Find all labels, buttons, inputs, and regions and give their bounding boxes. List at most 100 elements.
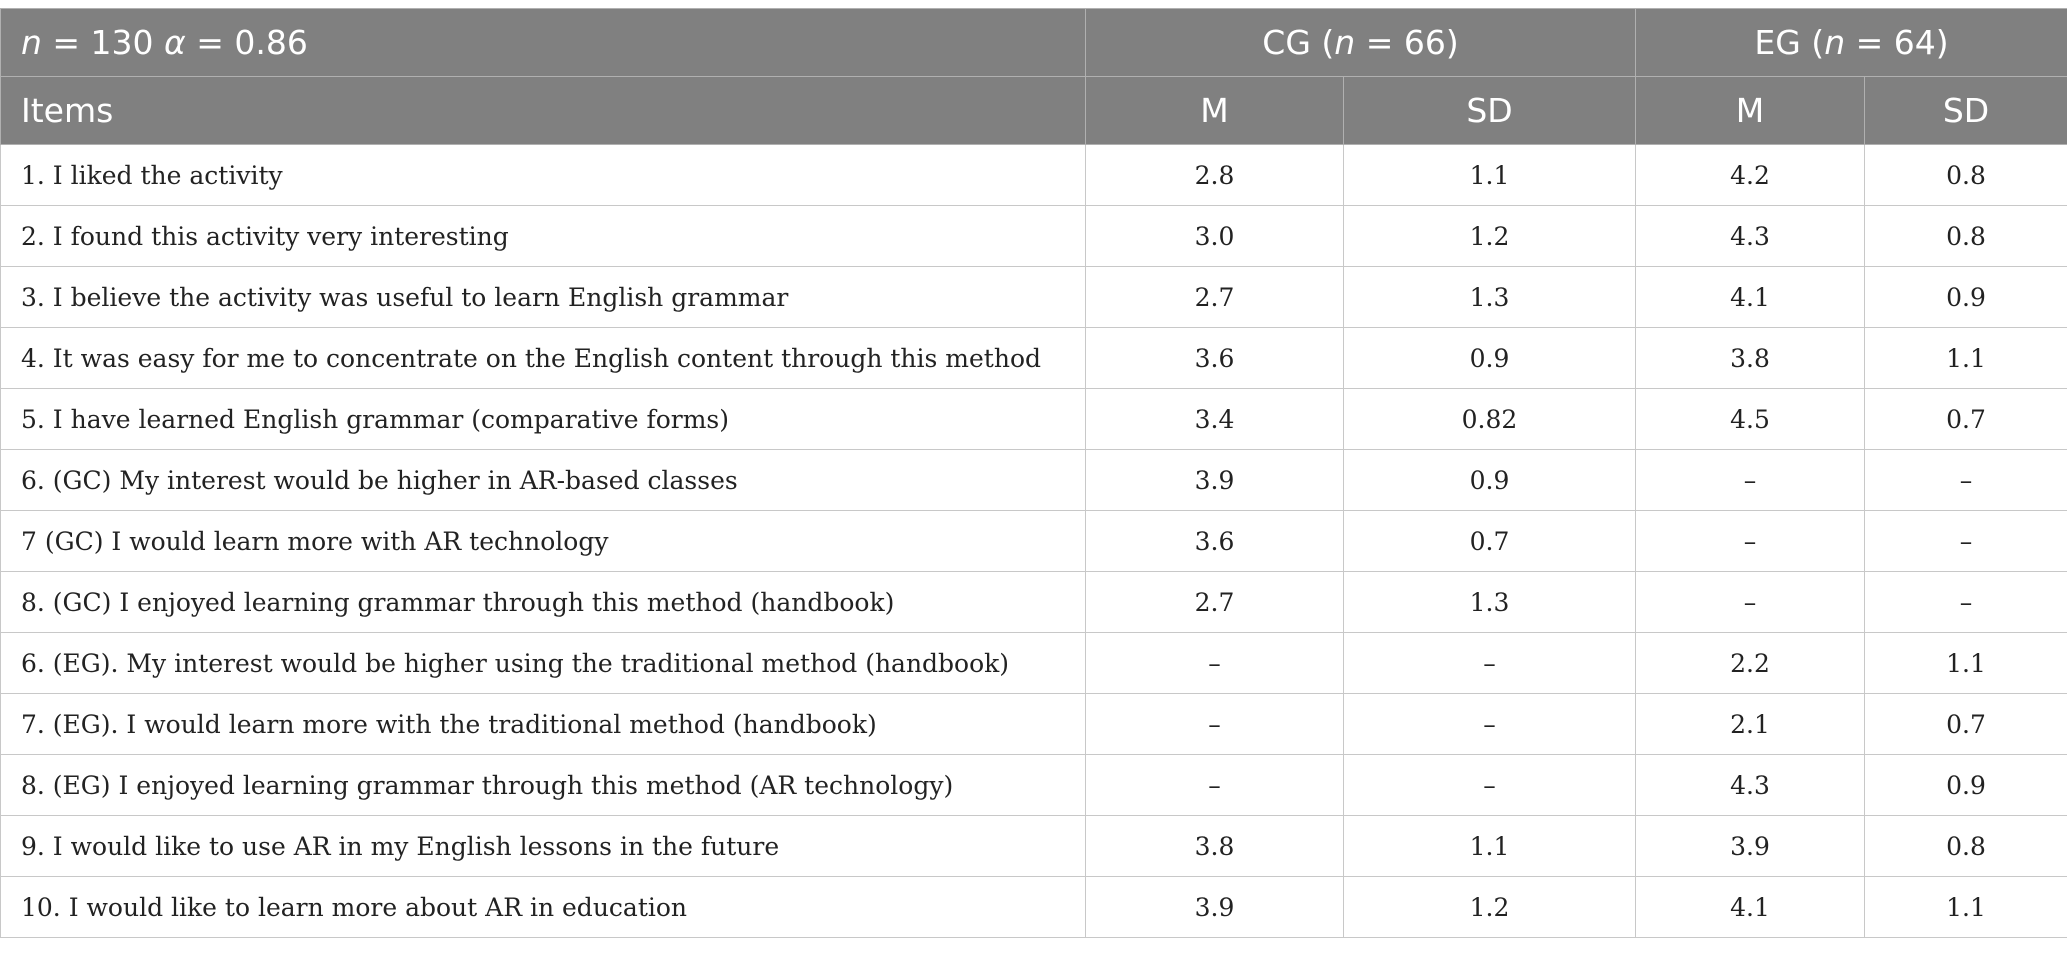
- eg-sd-cell: 0.8: [1864, 144, 2067, 206]
- table-row: 6. (GC) My interest would be higher in A…: [0, 449, 2067, 511]
- cg-sd-cell: 1.2: [1343, 205, 1636, 267]
- cg-sd-cell: 0.82: [1343, 388, 1636, 450]
- eg-sd-cell: –: [1864, 571, 2067, 633]
- cg-group-header: CG (n = 66): [1085, 8, 1636, 77]
- item-text: 8. (EG) I enjoyed learning grammar throu…: [0, 754, 1086, 816]
- eg-mean-cell: 4.2: [1635, 144, 1865, 206]
- item-text: 3. I believe the activity was useful to …: [0, 266, 1086, 328]
- cg-mean-cell: 2.7: [1085, 266, 1344, 328]
- cg-mean-cell: 3.6: [1085, 510, 1344, 572]
- cg-mean-cell: –: [1085, 693, 1344, 755]
- cg-sd-cell: –: [1343, 693, 1636, 755]
- item-text: 1. I liked the activity: [0, 144, 1086, 206]
- cg-sd-cell: 1.2: [1343, 876, 1636, 938]
- cg-suffix: = 66): [1355, 23, 1459, 62]
- eg-mean-cell: –: [1635, 510, 1865, 572]
- item-text: 5. I have learned English grammar (compa…: [0, 388, 1086, 450]
- eg-sd-cell: 0.8: [1864, 205, 2067, 267]
- cg-mean-cell: 2.7: [1085, 571, 1344, 633]
- item-text: 7. (EG). I would learn more with the tra…: [0, 693, 1086, 755]
- item-text: 2. I found this activity very interestin…: [0, 205, 1086, 267]
- table-row: 7. (EG). I would learn more with the tra…: [0, 693, 2067, 755]
- eg-mean-cell: 4.3: [1635, 754, 1865, 816]
- header-row-groups: n = 130 α = 0.86 CG (n = 66) EG (n = 64): [0, 8, 2067, 77]
- cg-mean-cell: 3.6: [1085, 327, 1344, 389]
- items-column-header: Items: [0, 76, 1086, 145]
- cg-sd-header: SD: [1343, 76, 1636, 145]
- eg-mean-cell: 4.5: [1635, 388, 1865, 450]
- eg-sd-cell: –: [1864, 510, 2067, 572]
- item-text: 4. It was easy for me to concentrate on …: [0, 327, 1086, 389]
- eg-mean-cell: 4.1: [1635, 876, 1865, 938]
- n-symbol: n: [21, 23, 42, 62]
- eg-sd-cell: 1.1: [1864, 327, 2067, 389]
- eg-mean-cell: 2.2: [1635, 632, 1865, 694]
- item-text: 6. (GC) My interest would be higher in A…: [0, 449, 1086, 511]
- item-text: 7 (GC) I would learn more with AR techno…: [0, 510, 1086, 572]
- eg-mean-cell: 2.1: [1635, 693, 1865, 755]
- cg-mean-cell: –: [1085, 754, 1344, 816]
- eg-n-symbol: n: [1824, 23, 1846, 62]
- eg-mean-cell: 3.8: [1635, 327, 1865, 389]
- cg-mean-cell: 3.0: [1085, 205, 1344, 267]
- eg-mean-cell: –: [1635, 571, 1865, 633]
- eg-sd-cell: 1.1: [1864, 876, 2067, 938]
- cg-mean-header: M: [1085, 76, 1344, 145]
- survey-results-table: n = 130 α = 0.86 CG (n = 66) EG (n = 64)…: [0, 8, 2067, 938]
- eg-sd-cell: –: [1864, 449, 2067, 511]
- table-row: 5. I have learned English grammar (compa…: [0, 388, 2067, 450]
- table-row: 9. I would like to use AR in my English …: [0, 815, 2067, 877]
- eg-sd-cell: 0.8: [1864, 815, 2067, 877]
- eg-sd-cell: 0.7: [1864, 388, 2067, 450]
- item-text: 6. (EG). My interest would be higher usi…: [0, 632, 1086, 694]
- table-row: 2. I found this activity very interestin…: [0, 205, 2067, 267]
- alpha-value: = 0.86: [185, 23, 308, 62]
- table-row: 3. I believe the activity was useful to …: [0, 266, 2067, 328]
- cg-sd-cell: 1.3: [1343, 571, 1636, 633]
- alpha-symbol: α: [164, 23, 186, 62]
- item-text: 9. I would like to use AR in my English …: [0, 815, 1086, 877]
- cg-mean-cell: –: [1085, 632, 1344, 694]
- cg-mean-cell: 3.8: [1085, 815, 1344, 877]
- cg-sd-cell: 1.1: [1343, 815, 1636, 877]
- eg-sd-cell: 0.9: [1864, 266, 2067, 328]
- eg-sd-header: SD: [1864, 76, 2067, 145]
- table-row: 8. (EG) I enjoyed learning grammar throu…: [0, 754, 2067, 816]
- cg-sd-cell: –: [1343, 632, 1636, 694]
- eg-mean-cell: 3.9: [1635, 815, 1865, 877]
- cg-mean-cell: 3.9: [1085, 449, 1344, 511]
- eg-mean-header: M: [1635, 76, 1865, 145]
- item-text: 10. I would like to learn more about AR …: [0, 876, 1086, 938]
- eg-group-header: EG (n = 64): [1635, 8, 2067, 77]
- cg-sd-cell: –: [1343, 754, 1636, 816]
- cg-sd-cell: 0.7: [1343, 510, 1636, 572]
- eg-sd-cell: 0.9: [1864, 754, 2067, 816]
- eg-prefix: EG (: [1754, 23, 1825, 62]
- item-text: 8. (GC) I enjoyed learning grammar throu…: [0, 571, 1086, 633]
- n-value: = 130: [41, 23, 165, 62]
- cg-mean-cell: 2.8: [1085, 144, 1344, 206]
- sample-stats-header: n = 130 α = 0.86: [0, 8, 1086, 77]
- table-container: n = 130 α = 0.86 CG (n = 66) EG (n = 64)…: [0, 8, 2067, 938]
- table-row: 6. (EG). My interest would be higher usi…: [0, 632, 2067, 694]
- cg-sd-cell: 0.9: [1343, 449, 1636, 511]
- cg-sd-cell: 1.3: [1343, 266, 1636, 328]
- eg-suffix: = 64): [1845, 23, 1949, 62]
- eg-sd-cell: 0.7: [1864, 693, 2067, 755]
- cg-n-symbol: n: [1334, 23, 1356, 62]
- table-row: 8. (GC) I enjoyed learning grammar throu…: [0, 571, 2067, 633]
- table-row: 7 (GC) I would learn more with AR techno…: [0, 510, 2067, 572]
- cg-sd-cell: 1.1: [1343, 144, 1636, 206]
- eg-sd-cell: 1.1: [1864, 632, 2067, 694]
- table-row: 10. I would like to learn more about AR …: [0, 876, 2067, 938]
- cg-mean-cell: 3.9: [1085, 876, 1344, 938]
- eg-mean-cell: 4.3: [1635, 205, 1865, 267]
- table-row: 1. I liked the activity 2.8 1.1 4.2 0.8: [0, 144, 2067, 206]
- cg-prefix: CG (: [1262, 23, 1335, 62]
- cg-mean-cell: 3.4: [1085, 388, 1344, 450]
- eg-mean-cell: –: [1635, 449, 1865, 511]
- header-row-columns: Items M SD M SD: [0, 76, 2067, 145]
- eg-mean-cell: 4.1: [1635, 266, 1865, 328]
- table-row: 4. It was easy for me to concentrate on …: [0, 327, 2067, 389]
- cg-sd-cell: 0.9: [1343, 327, 1636, 389]
